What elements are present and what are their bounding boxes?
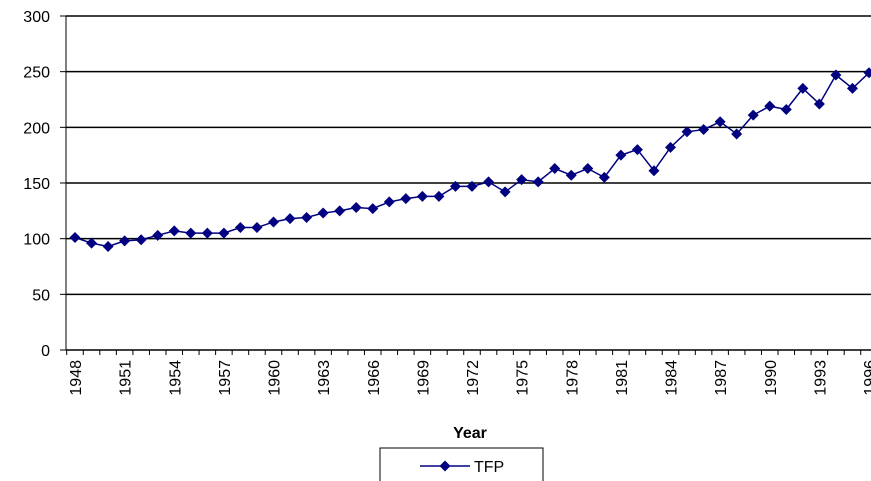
y-tick-label: 300 [23, 9, 50, 26]
legend-label: TFP [474, 459, 504, 476]
marker [383, 196, 395, 208]
x-tick-label: 1987 [713, 360, 730, 396]
y-tick-label: 50 [32, 287, 50, 304]
x-tick-label: 1972 [465, 360, 482, 396]
marker [846, 82, 858, 94]
marker [218, 227, 230, 239]
marker [582, 163, 594, 175]
x-tick-label: 1978 [564, 360, 581, 396]
marker [334, 205, 346, 217]
marker [416, 190, 428, 202]
marker [102, 240, 114, 252]
y-tick-label: 0 [41, 343, 50, 360]
marker [251, 222, 263, 234]
marker [483, 176, 495, 188]
x-tick-label: 1951 [118, 360, 135, 396]
y-tick-label: 200 [23, 120, 50, 137]
x-tick-label: 1969 [415, 360, 432, 396]
x-tick-label: 1963 [316, 360, 333, 396]
marker [119, 235, 131, 247]
x-axis-label: Year [453, 425, 487, 442]
legend-marker [439, 460, 451, 472]
x-tick-label: 1957 [217, 360, 234, 396]
marker [747, 109, 759, 121]
x-tick-label: 1966 [366, 360, 383, 396]
x-tick-label: 1954 [167, 360, 184, 396]
y-tick-label: 150 [23, 176, 50, 193]
x-tick-label: 1993 [812, 360, 829, 396]
y-tick-label: 250 [23, 65, 50, 82]
marker [516, 174, 528, 186]
marker [433, 190, 445, 202]
series-line [74, 72, 870, 248]
marker [268, 216, 279, 228]
marker [367, 203, 379, 215]
marker [830, 69, 842, 81]
marker [764, 100, 776, 112]
marker [86, 237, 98, 249]
marker [449, 180, 461, 192]
marker [863, 67, 871, 79]
legend-box [379, 447, 544, 481]
marker [698, 124, 710, 136]
x-tick-label: 1975 [515, 360, 532, 396]
marker [301, 212, 313, 224]
marker [681, 126, 693, 138]
x-tick-label: 1948 [68, 360, 85, 396]
marker [499, 186, 511, 198]
marker [466, 180, 478, 192]
x-tick-label: 1960 [267, 360, 284, 396]
marker [780, 104, 792, 116]
marker [69, 232, 81, 244]
marker [135, 234, 147, 246]
marker [549, 163, 561, 175]
marker [201, 227, 213, 239]
marker [797, 82, 809, 94]
marker [350, 201, 362, 213]
marker [317, 207, 329, 219]
x-tick-label: 1990 [763, 360, 780, 396]
marker [565, 169, 577, 181]
marker [532, 176, 544, 188]
marker [598, 171, 610, 183]
marker [648, 165, 660, 177]
marker [168, 225, 180, 237]
marker [234, 222, 246, 234]
marker [813, 98, 825, 110]
x-tick-label: 1984 [664, 360, 681, 396]
marker [631, 144, 643, 156]
marker [731, 128, 743, 140]
marker [665, 141, 676, 153]
marker [284, 213, 296, 225]
marker [185, 227, 197, 239]
x-tick-label: 1981 [614, 360, 631, 396]
marker [615, 149, 627, 161]
y-tick-label: 100 [23, 232, 50, 249]
x-tick-label: 1996 [862, 360, 871, 396]
marker [152, 229, 164, 241]
marker [714, 116, 726, 128]
marker [400, 193, 412, 205]
